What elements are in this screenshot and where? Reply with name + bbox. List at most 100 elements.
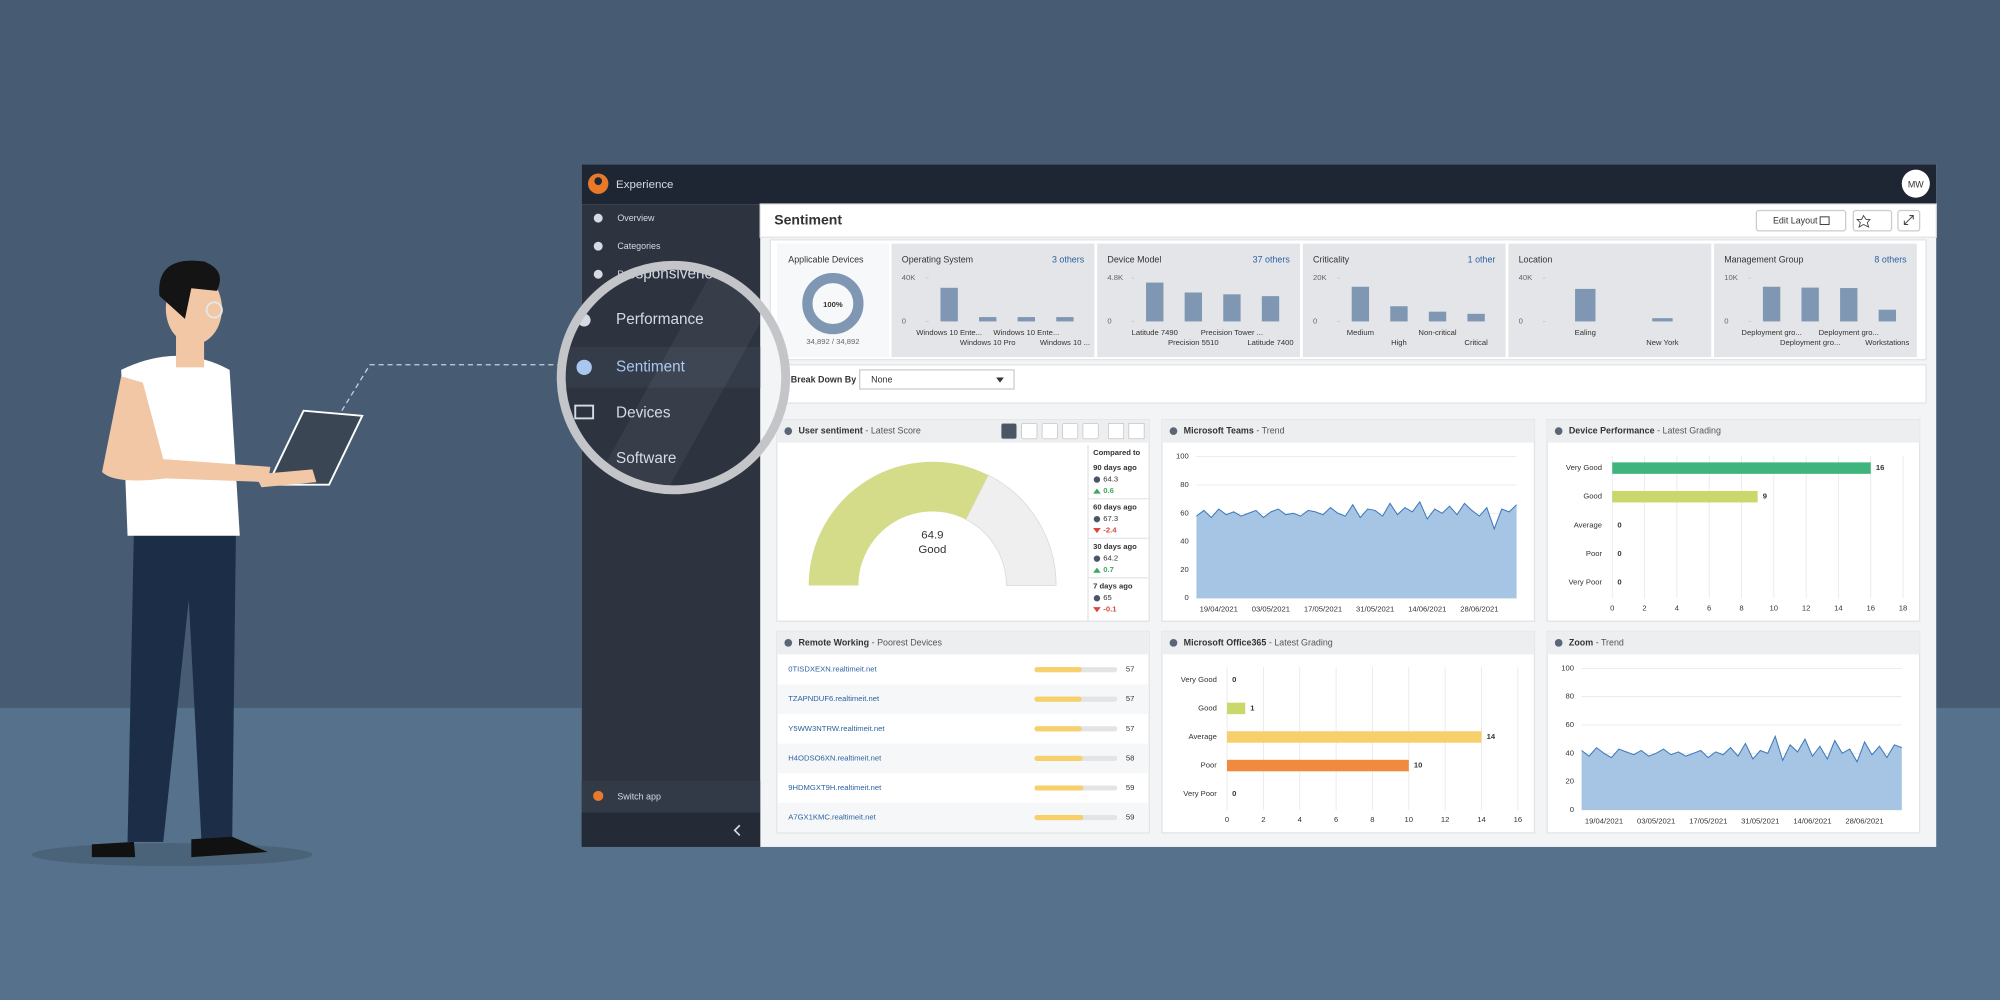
switch-app-row[interactable] bbox=[581, 780, 761, 813]
widget-header bbox=[776, 631, 1150, 655]
filter-others[interactable]: 37 others bbox=[1253, 255, 1291, 265]
widget-title-main: Microsoft Office365 bbox=[1184, 638, 1267, 648]
card-bg bbox=[891, 243, 1095, 358]
x-tick-label: 14/06/2021 bbox=[1408, 605, 1446, 614]
y-tick-label: 40 bbox=[1565, 748, 1574, 757]
bar bbox=[1227, 702, 1246, 715]
widget-title: Device Performance - Latest Grading bbox=[1569, 426, 1721, 436]
widget-header bbox=[1161, 631, 1535, 655]
breakdown-select[interactable] bbox=[859, 369, 1015, 390]
x-tick-label: 6 bbox=[1334, 815, 1338, 824]
collapse-bar[interactable] bbox=[581, 812, 761, 847]
bar bbox=[1762, 286, 1781, 322]
toolbar-button[interactable] bbox=[1108, 423, 1125, 440]
menu-item-magnified[interactable]: Software bbox=[616, 450, 676, 467]
x-tick-label: 0 bbox=[1225, 815, 1229, 824]
widget-title-main: Microsoft Teams bbox=[1184, 426, 1254, 436]
devices-icon bbox=[574, 404, 595, 420]
value-label: 0 bbox=[1617, 549, 1621, 558]
hand bbox=[255, 469, 317, 488]
y-tick-label: 0 bbox=[1519, 316, 1523, 325]
device-name[interactable]: TZAPNDUF6.realtimeit.net bbox=[788, 694, 880, 703]
edit-layout-label[interactable]: Edit Layout bbox=[1773, 216, 1818, 226]
arm bbox=[102, 376, 271, 483]
menu-item-magnified[interactable]: Devices bbox=[616, 404, 671, 421]
device-name[interactable]: A7GX1KMC.realtimeit.net bbox=[788, 813, 876, 822]
filter-others[interactable]: 1 other bbox=[1468, 255, 1496, 265]
device-name[interactable]: 0TISDXEXN.realtimeit.net bbox=[788, 665, 877, 674]
breakdown-value[interactable]: None bbox=[871, 374, 892, 384]
toolbar-button[interactable] bbox=[1128, 423, 1145, 440]
avatar-initials[interactable]: MW bbox=[1908, 179, 1924, 189]
compare-delta: -2.4 bbox=[1103, 526, 1117, 535]
widget-bg bbox=[776, 630, 1150, 834]
filter-others[interactable]: 3 others bbox=[1052, 255, 1085, 265]
avatar[interactable] bbox=[1901, 169, 1930, 198]
toolbar-button[interactable] bbox=[1062, 423, 1079, 440]
x-tick-label: 12 bbox=[1441, 815, 1449, 824]
filter-title: Operating System bbox=[902, 255, 973, 265]
widget-subtitle: - Trend bbox=[1256, 426, 1284, 436]
toolbar-button[interactable] bbox=[1021, 423, 1038, 440]
menu-item[interactable]: Overview bbox=[617, 213, 655, 223]
filter-card[interactable]: Operating System 3 others 0 40K Windows 10 E… bbox=[891, 243, 1095, 358]
menu-item-magnified[interactable]: Performance bbox=[616, 311, 704, 328]
y-tick-label: Poor bbox=[1201, 761, 1218, 770]
y-tick-label: Good bbox=[1583, 492, 1602, 501]
gauge-value-label: 64.9 bbox=[921, 530, 943, 542]
filter-card[interactable]: Criticality 1 other 0 20K Medium High Non-crit… bbox=[1302, 243, 1506, 358]
score: 57 bbox=[1126, 724, 1135, 733]
device-name[interactable]: H4ODSO6XN.realtimeit.net bbox=[788, 753, 882, 762]
device-name[interactable]: 9HDMGXT9H.realtimeit.net bbox=[788, 783, 882, 792]
widget: Microsoft Teams - Trend 0 20 40 60 80 100 19/04/… bbox=[1161, 419, 1536, 622]
widget-title: Microsoft Teams - Trend bbox=[1184, 426, 1285, 436]
bar bbox=[1390, 306, 1408, 322]
y-tick-label: 0 bbox=[1107, 316, 1111, 325]
switch-app[interactable]: Switch app bbox=[617, 792, 661, 802]
x-tick-label: Latitude 7490 bbox=[1132, 328, 1178, 337]
filter-others[interactable]: 8 others bbox=[1874, 255, 1907, 265]
collapse-icon[interactable] bbox=[733, 824, 741, 837]
widget: Device Performance - Latest Grading 0 2 4 6 8 1… bbox=[1546, 419, 1921, 622]
bar bbox=[1612, 462, 1871, 474]
widget-bg bbox=[1546, 419, 1921, 622]
applicable-card[interactable] bbox=[776, 243, 890, 358]
hair bbox=[159, 260, 220, 319]
x-tick-label: 4 bbox=[1298, 815, 1303, 824]
gauge-value bbox=[808, 461, 989, 586]
y-tick-label: Poor bbox=[1586, 549, 1603, 558]
gauge-grade: Good bbox=[918, 544, 946, 556]
info-icon bbox=[784, 639, 793, 647]
filter-card[interactable]: Management Group 8 others 0 10K Deployment g… bbox=[1714, 243, 1917, 358]
x-tick-label: Precision 5510 bbox=[1168, 338, 1219, 347]
x-tick-label: 10 bbox=[1770, 603, 1778, 612]
widget-subtitle: - Trend bbox=[1596, 638, 1624, 648]
filter-title: Criticality bbox=[1313, 255, 1350, 265]
toolbar-button[interactable] bbox=[1041, 423, 1058, 440]
edit-layout-button[interactable] bbox=[1755, 209, 1847, 232]
line bbox=[1196, 500, 1517, 531]
menu-item[interactable]: Categories bbox=[617, 241, 661, 251]
info-icon bbox=[1554, 639, 1563, 647]
toolbar-button[interactable] bbox=[1000, 423, 1017, 440]
info-icon bbox=[1554, 427, 1563, 435]
x-tick-label: New York bbox=[1646, 338, 1678, 347]
widget-header bbox=[1547, 419, 1920, 443]
shirt bbox=[121, 355, 240, 536]
bar bbox=[1652, 318, 1673, 322]
x-tick-label: Windows 10 ... bbox=[1040, 338, 1090, 347]
filter-card[interactable]: Location 0 40K Ealing New York bbox=[1508, 243, 1712, 358]
toolbar-button[interactable] bbox=[1082, 423, 1099, 440]
donut-label: 100% bbox=[823, 300, 843, 309]
x-tick-label: Ealing bbox=[1575, 328, 1596, 337]
dashboard: Operating System 3 others 0 40K Windows 10 E… bbox=[776, 243, 1921, 834]
menu-item-magnified[interactable]: Sentiment bbox=[616, 358, 686, 375]
x-tick-label: 0 bbox=[1610, 603, 1614, 612]
device-name[interactable]: Y5WW3NTRW.realtimeit.net bbox=[788, 724, 885, 733]
favourite-button[interactable] bbox=[1852, 209, 1893, 232]
laptop bbox=[266, 409, 364, 486]
y-tick-label: Average bbox=[1574, 520, 1602, 529]
bar bbox=[1034, 696, 1082, 702]
